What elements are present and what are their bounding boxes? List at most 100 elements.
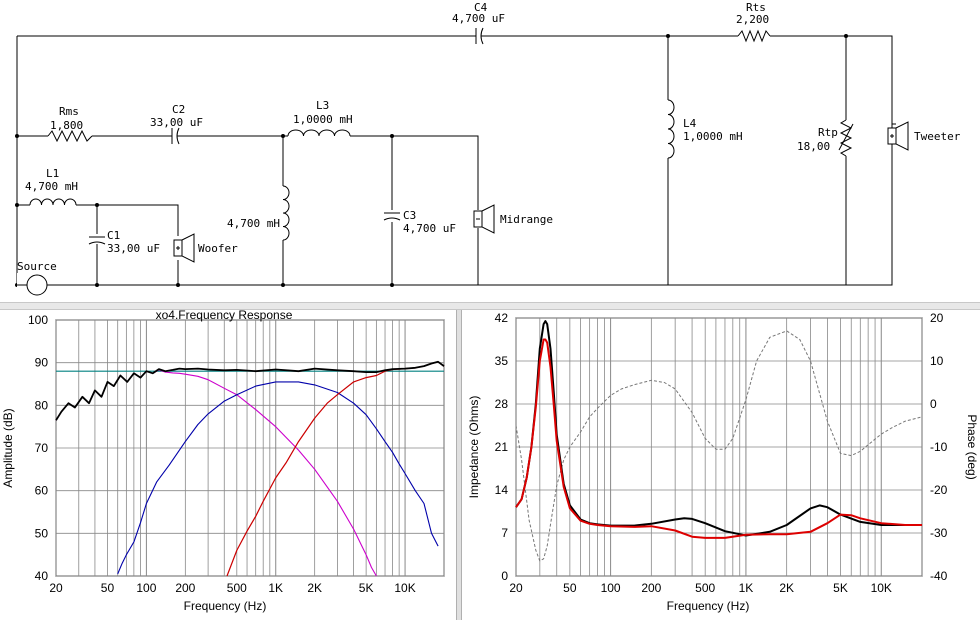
y2-tick-label: -20 (930, 483, 948, 497)
c1-name-label: C1 (107, 229, 121, 242)
frequency-response-panel: 20 50 100 200 500 1K 2K 5K 10K 40 50 60 70 80 90 100 x… (0, 308, 456, 620)
c1-capacitor-symbol (88, 236, 106, 245)
pane-splitter[interactable] (0, 302, 980, 310)
rtp-name-label: Rtp (818, 126, 838, 139)
total-series-line (55, 360, 445, 421)
rtp-resistor-symbol (839, 119, 853, 157)
x-tick-labels: 20 50 100 200 500 1K 2K 5K 10K (509, 581, 892, 595)
tweeter-label: Tweeter (914, 130, 961, 143)
c2-name-label: C2 (172, 103, 186, 116)
phase-series-line (515, 330, 923, 562)
y-tick-label: 50 (35, 526, 49, 540)
impedance-red-series-line (515, 338, 922, 539)
y-tick-label: 35 (495, 354, 509, 368)
rts-name-label: Rts (746, 1, 766, 14)
x-tick-label: 500 (227, 581, 247, 595)
x-tick-label: 5K (359, 581, 374, 595)
c2-capacitor-symbol (165, 127, 185, 145)
chart-splitter[interactable] (456, 310, 462, 620)
c4-capacitor-symbol (470, 27, 488, 45)
y-tick-labels: 0 7 14 21 28 35 42 (495, 311, 509, 583)
y-tick-label: 40 (35, 569, 49, 583)
x-tick-label: 200 (175, 581, 195, 595)
x-tick-label: 5K (833, 581, 848, 595)
x-tick-label: 100 (136, 581, 156, 595)
x-tick-label: 10K (394, 581, 415, 595)
chart-title: xo4.Frequency Response (156, 310, 293, 322)
l3-inductor-symbol (287, 129, 351, 137)
y-tick-label: 80 (35, 398, 49, 412)
l4-name-label: L4 (683, 117, 697, 130)
x-tick-label: 2K (307, 581, 322, 595)
y-tick-labels: 40 50 60 70 80 90 100 (28, 313, 48, 583)
schematic-wires (15, 27, 909, 297)
c3-capacitor-symbol (383, 212, 401, 221)
l3-name-label: L3 (316, 99, 330, 112)
rtp-value-label: 18,00 (797, 140, 831, 153)
impedance-chart: 20 50 100 200 500 1K 2K 5K 10K 0 7 14 21 28 35 42 -40 -… (467, 311, 979, 613)
y-tick-label: 0 (501, 569, 508, 583)
x-tick-labels: 20 50 100 200 500 1K 2K 5K 10K (49, 581, 415, 595)
y-tick-label: 14 (495, 483, 509, 497)
midrange-speaker-icon (473, 204, 495, 234)
l3-mid-wire (350, 135, 479, 210)
x-tick-label: 200 (641, 581, 661, 595)
c2-value-label: 33,00 uF (150, 116, 203, 129)
grid (55, 319, 445, 577)
l1-value-label: 4,700 mH (25, 180, 78, 193)
midrange-label: Midrange (500, 213, 553, 226)
woofer-label: Woofer (198, 242, 238, 255)
rts-resistor-symbol (737, 29, 771, 43)
l2-inductor-symbol (282, 185, 290, 241)
rtp-arrow (838, 123, 854, 151)
y-axis-label: Amplitude (dB) (1, 408, 15, 487)
rts-value-label: 2,200 (736, 13, 770, 26)
y2-axis-label: Phase (deg) (965, 414, 979, 479)
l3-value-label: 1,0000 mH (293, 113, 353, 126)
y-tick-label: 70 (35, 441, 49, 455)
y-tick-label: 28 (495, 397, 509, 411)
source-label: Source (17, 260, 57, 273)
x-tick-label: 100 (601, 581, 621, 595)
c4-value-label: 4,700 uF (452, 12, 505, 25)
x-tick-label: 10K (871, 581, 892, 595)
y-axis-label: Impedance (Ohms) (467, 396, 481, 499)
grid (515, 317, 923, 577)
rms-resistor-symbol (47, 129, 93, 143)
frequency-response-chart: 20 50 100 200 500 1K 2K 5K 10K 40 50 60 70 80 90 100 x… (1, 308, 445, 613)
c4-name-label: C4 (474, 1, 488, 14)
l1-name-label: L1 (46, 167, 60, 180)
x-tick-label: 20 (49, 581, 63, 595)
x-tick-label: 1K (268, 581, 283, 595)
crossover-schematic: C4 4,700 uF Rts 2,200 Rms 1,800 C2 33,00… (0, 0, 980, 302)
x-tick-label: 50 (563, 581, 577, 595)
y-tick-label: 21 (495, 440, 509, 454)
y2-tick-label: 0 (930, 397, 937, 411)
y-tick-label: 100 (28, 313, 48, 327)
y-tick-label: 42 (495, 311, 509, 325)
y2-tick-labels: -40 -30 -20 -10 0 10 20 (930, 311, 948, 583)
l2-value-label: 4,700 mH (227, 217, 280, 230)
y2-tick-label: 20 (930, 311, 944, 325)
x-tick-label: 50 (101, 581, 115, 595)
x-axis-label: Frequency (Hz) (667, 599, 750, 613)
x-tick-label: 1K (739, 581, 754, 595)
series-layer (515, 320, 923, 562)
y-tick-label: 90 (35, 356, 49, 370)
y2-tick-label: -30 (930, 526, 948, 540)
x-tick-label: 2K (779, 581, 794, 595)
y2-tick-label: -40 (930, 569, 948, 583)
c3-name-label: C3 (403, 209, 417, 222)
y2-tick-label: -10 (930, 440, 948, 454)
x-axis-label: Frequency (Hz) (184, 599, 267, 613)
woofer-speaker-icon (173, 233, 195, 263)
y-tick-label: 7 (501, 526, 508, 540)
y-tick-label: 60 (35, 484, 49, 498)
x-tick-label: 500 (695, 581, 715, 595)
l1-inductor-symbol (29, 198, 77, 206)
series-layer (55, 360, 445, 577)
right-bus-wire (17, 35, 893, 286)
source-symbol (17, 273, 61, 297)
impedance-panel: 20 50 100 200 500 1K 2K 5K 10K 0 7 14 21 28 35 42 -40 -… (462, 310, 980, 620)
l4-value-label: 1,0000 mH (683, 130, 743, 143)
